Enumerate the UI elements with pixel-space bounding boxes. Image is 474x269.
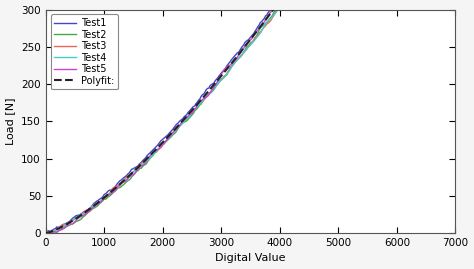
Test2	[44, 231, 49, 235]
Polyfit:	[229, 61, 235, 64]
Test3	[45, 229, 50, 233]
Test1	[47, 230, 53, 233]
Test3	[273, 9, 279, 12]
Line: Test1: Test1	[46, 0, 432, 232]
Y-axis label: Load [N]: Load [N]	[6, 98, 16, 145]
Line: Test5: Test5	[46, 0, 432, 233]
Polyfit:	[43, 231, 48, 235]
Test2	[271, 10, 277, 13]
Test1	[44, 229, 49, 232]
Line: Test2: Test2	[46, 0, 429, 233]
Test5	[44, 231, 49, 235]
Test2	[278, 2, 283, 5]
Test3	[280, 3, 286, 7]
Test4	[270, 15, 275, 18]
Test2	[45, 231, 50, 235]
Test4	[44, 231, 49, 234]
X-axis label: Digital Value: Digital Value	[215, 253, 286, 263]
Test4	[276, 7, 282, 10]
Test5	[272, 7, 277, 10]
Polyfit:	[276, 0, 282, 3]
Polyfit:	[231, 58, 237, 62]
Line: Polyfit:: Polyfit:	[46, 0, 438, 233]
Line: Test4: Test4	[46, 0, 426, 233]
Test5	[273, 5, 279, 8]
Test4	[45, 231, 50, 234]
Line: Test3: Test3	[46, 0, 431, 232]
Test5	[45, 231, 50, 235]
Test3	[47, 230, 53, 233]
Test2	[270, 13, 276, 16]
Test1	[274, 0, 280, 3]
Test4	[268, 17, 274, 20]
Polyfit:	[255, 28, 261, 31]
Test1	[273, 2, 279, 5]
Test3	[44, 229, 49, 232]
Legend: Test1, Test2, Test3, Test4, Test5, Polyfit:: Test1, Test2, Test3, Test4, Test5, Polyf…	[51, 15, 118, 90]
Test1	[45, 229, 50, 232]
Test3	[273, 11, 278, 14]
